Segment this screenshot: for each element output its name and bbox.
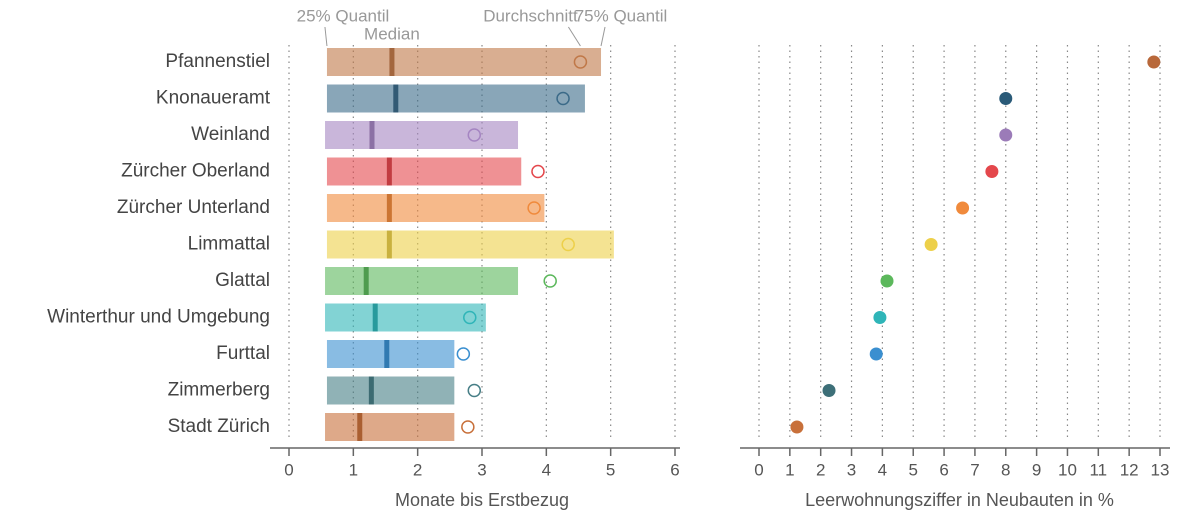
leader-line — [600, 26, 606, 47]
x-tick-label: 3 — [477, 460, 486, 479]
series-label: Durchschnitt — [483, 6, 578, 25]
dot — [924, 238, 938, 251]
dot — [999, 128, 1013, 142]
dot — [822, 384, 836, 397]
series-label: 25% Quantil — [297, 6, 390, 25]
mean-mark — [467, 383, 482, 398]
dot — [1147, 55, 1161, 69]
x-tick-label: 8 — [1001, 460, 1010, 479]
mean-mark — [467, 128, 482, 142]
leader-line — [324, 26, 328, 47]
quantile-bar — [326, 230, 614, 259]
dot — [790, 420, 804, 434]
category-label: Weinland — [191, 124, 270, 145]
quantile-bar — [326, 48, 602, 76]
quantile-bar — [326, 84, 585, 113]
mean-mark — [456, 347, 471, 361]
x-tick-label: 12 — [1120, 460, 1139, 479]
x-tick-label: 1 — [785, 460, 794, 479]
median-mark — [386, 230, 392, 259]
x-tick-label: 1 — [349, 460, 358, 479]
x-tick-label: 0 — [754, 460, 763, 479]
quantile-bar — [325, 121, 519, 149]
category-label: Pfannenstiel — [165, 51, 270, 72]
category-label: Knonaueramt — [156, 88, 271, 109]
median-mark — [386, 194, 392, 222]
x-tick-label: 9 — [1032, 460, 1041, 479]
median-mark — [393, 84, 399, 113]
mean-mark — [527, 201, 541, 215]
category-label: Glattal — [215, 270, 270, 291]
mean-mark — [463, 310, 477, 325]
median-mark — [384, 340, 390, 368]
median-mark — [372, 303, 378, 332]
x-tick-label: 4 — [878, 460, 887, 479]
category-label: Zürcher Oberland — [121, 161, 270, 182]
x-tick-label: 10 — [1058, 460, 1077, 479]
mean-mark — [461, 420, 475, 434]
dot — [985, 165, 999, 178]
x-tick-label: 5 — [908, 460, 917, 479]
x-axis-title: Leerwohnungsziffer in Neubauten in % — [805, 490, 1114, 510]
quantile-bar — [326, 376, 455, 405]
x-axis-title: Monate bis Erstbezug — [395, 490, 569, 510]
category-label: Furttal — [216, 343, 270, 364]
dot — [869, 347, 883, 361]
mean-mark — [543, 274, 557, 288]
x-tick-label: 2 — [413, 460, 422, 479]
x-tick-label: 11 — [1089, 460, 1107, 479]
category-label: Zürcher Unterland — [117, 197, 270, 218]
x-tick-label: 4 — [542, 460, 551, 479]
dot — [956, 201, 970, 215]
quantile-bar — [326, 194, 545, 222]
x-tick-label: 13 — [1151, 460, 1170, 479]
category-label: Stadt Zürich — [168, 416, 270, 437]
dot — [873, 311, 887, 324]
x-tick-label: 5 — [606, 460, 615, 479]
series-label: Median — [364, 24, 420, 43]
x-tick-label: 2 — [816, 460, 825, 479]
quantile-bar — [325, 267, 519, 295]
mean-mark — [531, 164, 545, 179]
series-label: 75% Quantil — [575, 6, 668, 25]
quantile-bar — [325, 303, 486, 332]
leader-line — [568, 26, 581, 47]
quantile-bar — [325, 413, 455, 441]
dot — [999, 92, 1013, 105]
mean-mark — [573, 55, 588, 69]
quantile-bar — [326, 340, 455, 368]
median-mark — [389, 48, 395, 76]
median-mark — [363, 267, 369, 295]
x-tick-label: 6 — [939, 460, 948, 479]
mean-mark — [561, 237, 575, 252]
median-mark — [368, 376, 374, 405]
mean-mark — [556, 91, 570, 106]
category-label: Zimmerberg — [168, 380, 270, 401]
category-label: Winterthur und Umgebung — [47, 307, 270, 328]
median-mark — [369, 121, 375, 149]
quantile-bar — [326, 157, 522, 186]
median-mark — [357, 413, 363, 441]
x-tick-label: 7 — [970, 460, 979, 479]
median-mark — [386, 157, 392, 186]
dot — [880, 274, 894, 288]
category-label: Limmattal — [188, 234, 270, 255]
x-tick-label: 0 — [284, 460, 293, 479]
x-tick-label: 6 — [670, 460, 679, 479]
x-tick-label: 3 — [847, 460, 856, 479]
